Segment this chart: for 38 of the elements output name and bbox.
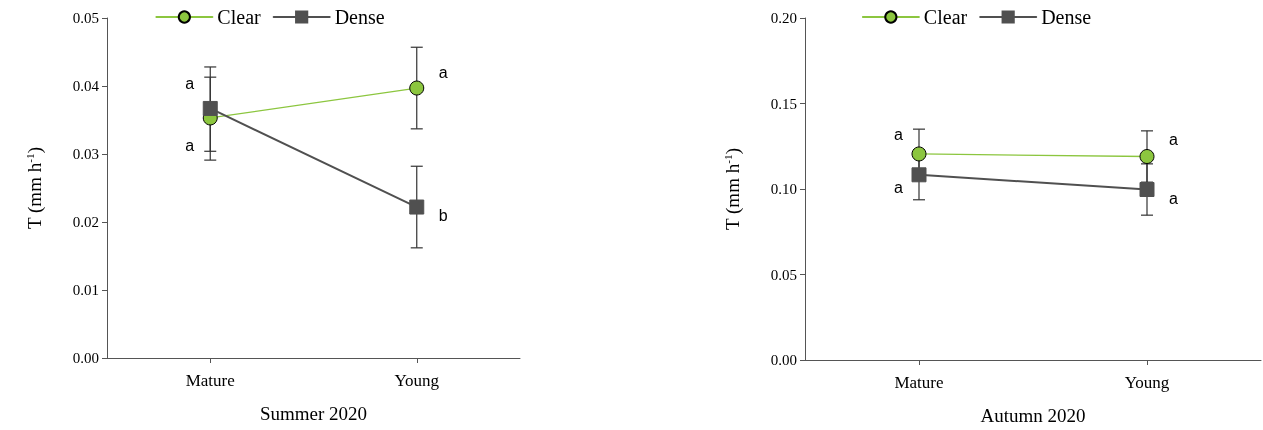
legend-label: Clear xyxy=(923,6,968,28)
y-tick-label: 0.01 xyxy=(72,282,99,298)
annotation: a xyxy=(185,75,195,93)
annotation: a xyxy=(438,63,448,81)
y-tick-label: 0.00 xyxy=(770,352,797,368)
y-tick-label: 0.15 xyxy=(770,95,797,112)
point xyxy=(911,167,927,183)
y-tick-label: 0.02 xyxy=(72,214,99,230)
point xyxy=(409,199,425,215)
point xyxy=(911,146,927,162)
legend-label: Dense xyxy=(1041,6,1092,28)
y-tick-label: 0.05 xyxy=(72,10,99,26)
point xyxy=(1139,182,1155,198)
annotation: a xyxy=(894,178,904,196)
x-tick-label: Young xyxy=(394,371,440,390)
x-axis-title: Autumn 2020 xyxy=(980,405,1086,426)
y-tick-label: 0.03 xyxy=(72,146,99,162)
annotation: a xyxy=(1169,189,1178,207)
y-tick-label: 0.05 xyxy=(770,266,797,283)
y-tick-label: 0.00 xyxy=(72,350,99,366)
annotation: a xyxy=(1169,130,1178,148)
y-tick-label: 0.04 xyxy=(72,78,100,94)
x-axis-title: Summer 2020 xyxy=(259,403,368,424)
y-tick-label: 0.10 xyxy=(770,181,797,197)
legend-label: Dense xyxy=(334,6,385,28)
annotation: a xyxy=(185,136,195,154)
point xyxy=(202,100,218,116)
x-tick-label: Mature xyxy=(894,373,944,392)
annotation: a xyxy=(894,125,904,143)
y-tick-label: 0.20 xyxy=(770,10,797,26)
x-tick-label: Mature xyxy=(185,371,235,390)
y-axis-title: T (mm h-1) xyxy=(722,147,745,230)
annotation: b xyxy=(438,207,448,225)
y-axis-title: T (mm h-1) xyxy=(24,146,47,229)
point xyxy=(409,80,425,96)
x-tick-label: Young xyxy=(1124,373,1170,392)
legend-label: Clear xyxy=(217,6,261,28)
point xyxy=(1139,149,1155,165)
